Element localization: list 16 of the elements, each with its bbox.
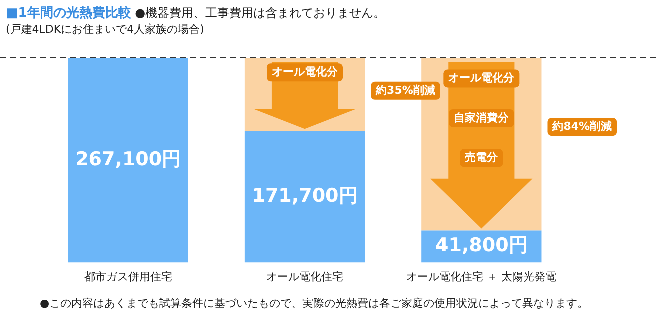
text: ●この内容はあくまでも試算条件に基づいたもので、実際の光熱費は各ご家庭の使用状況によって異なります。 [40, 296, 589, 311]
annotation: オール電化分 [448, 72, 516, 85]
data-label: 41,800円 [436, 234, 528, 257]
x-tick-label: オール電化住宅 [266, 270, 344, 284]
chart-title: ■1年間の光熱費比較 [6, 6, 132, 21]
annotation: 約35%削減 [375, 84, 436, 97]
x-tick-label: 都市ガス併用住宅 [84, 270, 172, 284]
annotation: 売電分 [465, 151, 500, 164]
chart-subtitle: ●機器費用、工事費用は含まれておりません。 [135, 6, 386, 20]
annotation: オール電化分 [272, 65, 339, 78]
data-label: 267,100円 [76, 148, 182, 170]
data-label: 171,700円 [252, 184, 358, 207]
x-tick-label: オール電化住宅 ＋ 太陽光発電 [406, 270, 557, 284]
text: (戸建4LDKにお住まいで4人家族の場合) [6, 22, 204, 37]
annotation: 約84%削減 [552, 120, 612, 133]
annotation: 自家消費分 [454, 111, 510, 124]
